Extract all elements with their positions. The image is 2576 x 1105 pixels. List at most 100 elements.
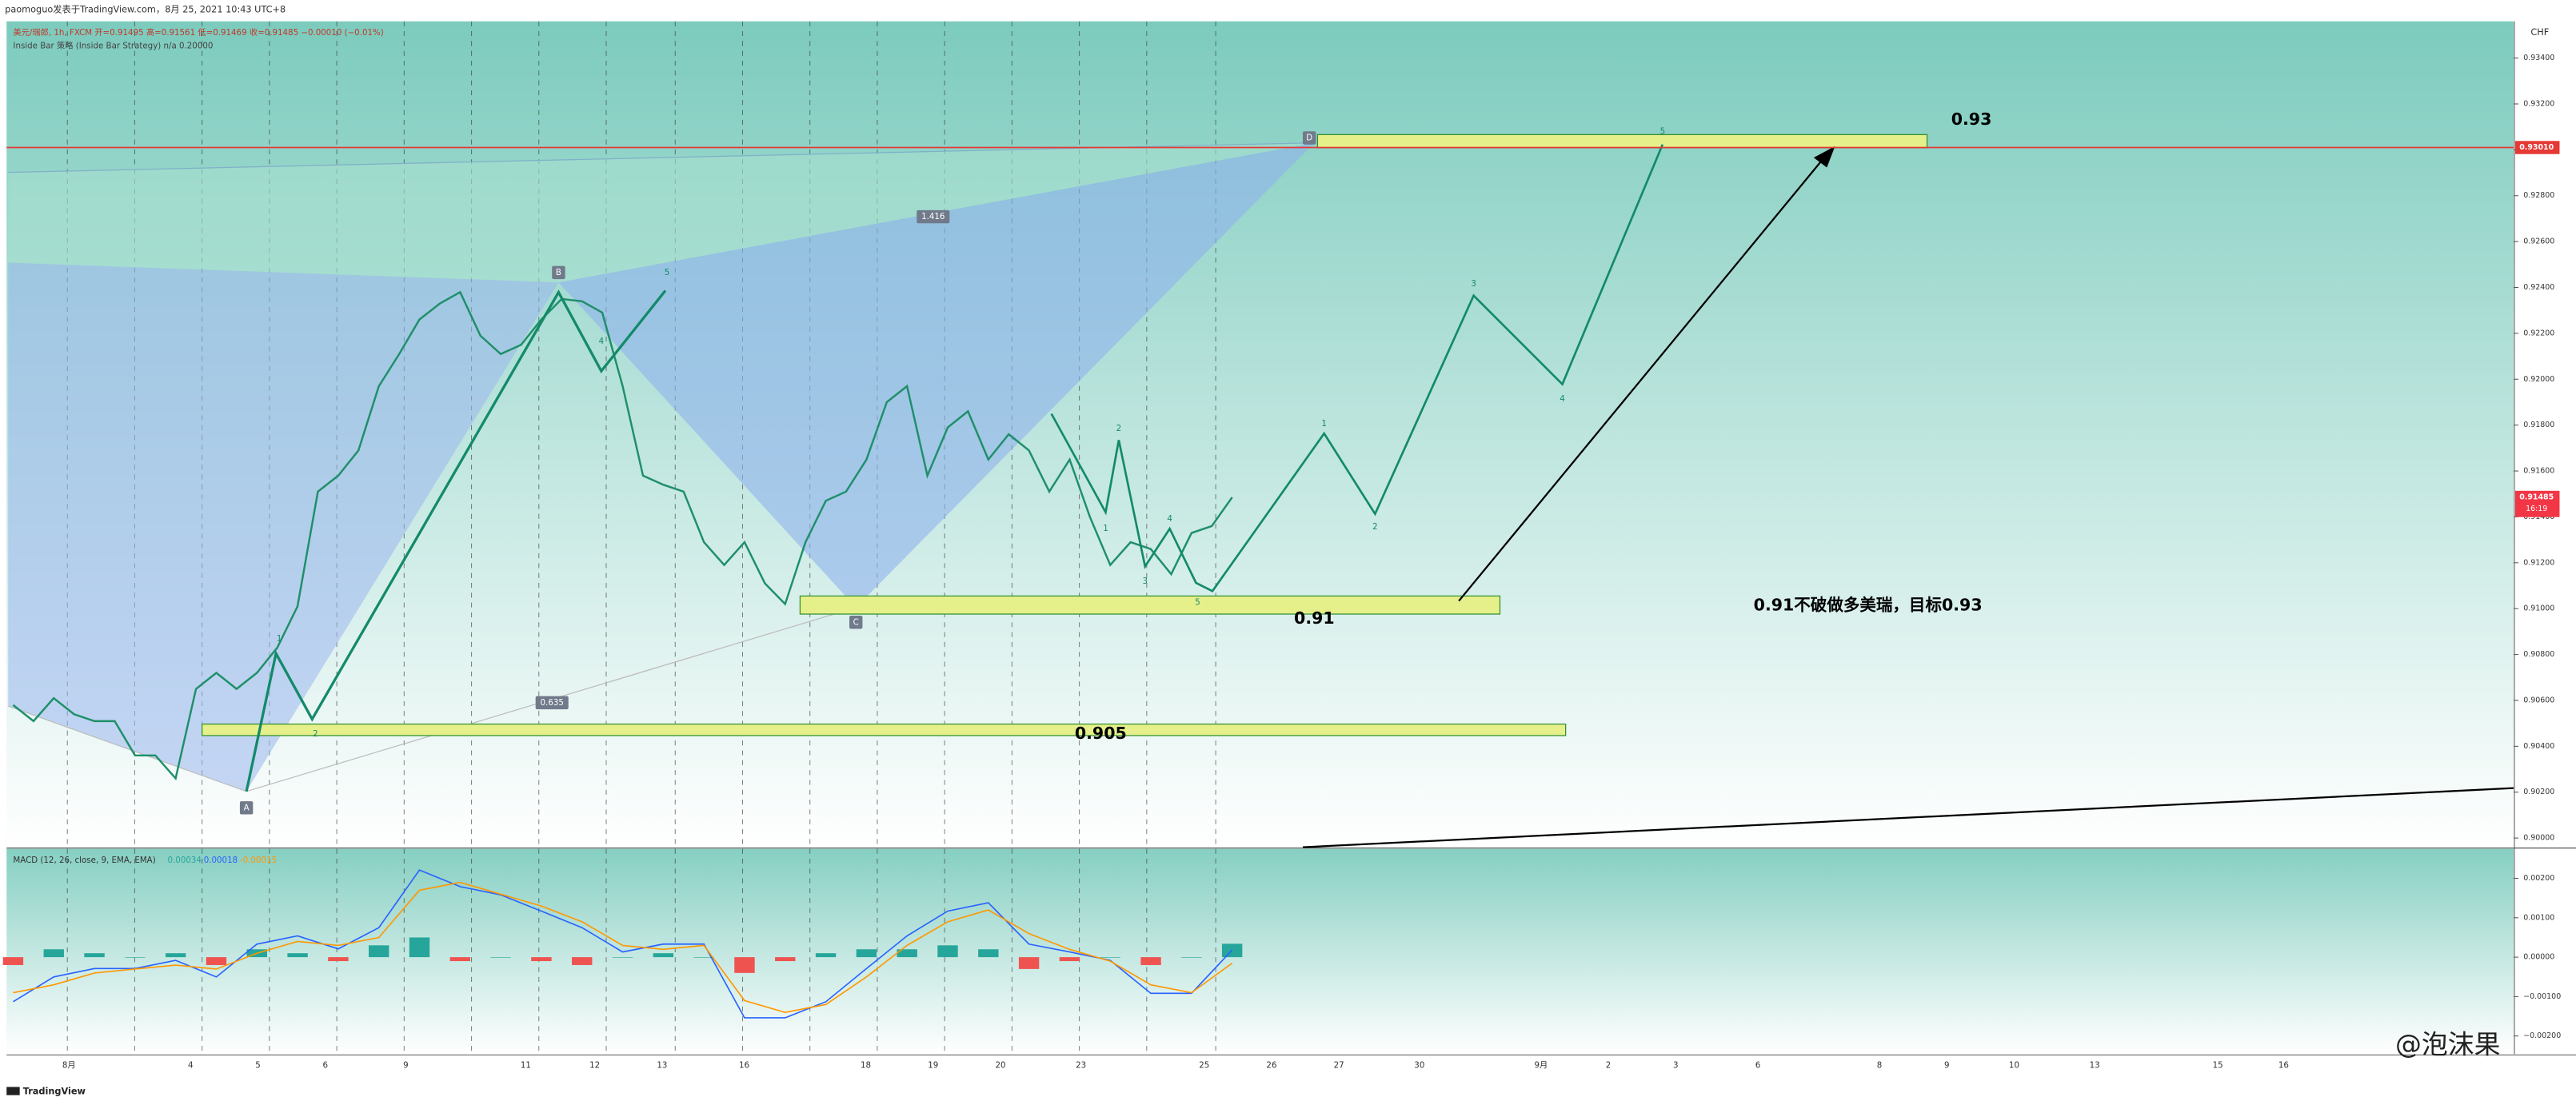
macd-tick-label: 0.00100 (2523, 913, 2554, 922)
x-tick-label: 9 (1944, 1061, 1950, 1071)
macd-histogram-bar (531, 957, 552, 962)
ratio-badge (917, 209, 950, 224)
target-label: 0.91 (1294, 608, 1335, 628)
arrow-head (1813, 146, 1835, 168)
pattern-bcd (558, 142, 1315, 608)
y-tick-label: 0.92200 (2523, 329, 2554, 337)
macd-histogram-bar (653, 953, 674, 958)
macd-histogram-bar (287, 953, 308, 958)
x-tick-label: 26 (1266, 1061, 1276, 1071)
x-tick-label: 13 (2090, 1061, 2100, 1071)
point-badge (552, 265, 565, 280)
macd-histogram-bar (775, 957, 796, 962)
macd-histogram-bar (937, 945, 958, 958)
macd-histogram-bar (978, 949, 999, 958)
countdown: 16:19 (2526, 505, 2547, 513)
macd-histogram-bar (693, 957, 714, 958)
wave-label: 4 (1167, 514, 1172, 524)
x-tick-label: 9 (403, 1061, 409, 1071)
wave-label: 3 (1471, 279, 1476, 289)
macd-histogram-bar (125, 957, 146, 958)
x-tick-label: 23 (1076, 1061, 1086, 1071)
macd-histogram-bar (368, 945, 389, 958)
wave-label: 5 (1195, 598, 1200, 608)
macd-histogram-bar (734, 957, 755, 973)
macd-histogram-bar (2, 957, 24, 965)
macd-line (13, 881, 1233, 1014)
comment: 0.91不破做多美瑞，目标0.93 (1754, 596, 1983, 615)
macd-tick-label: −0.00200 (2523, 1031, 2561, 1040)
macd-histogram-bar (897, 949, 917, 958)
wave-label: 1 (277, 634, 282, 644)
macd-histogram-bar (1059, 957, 1080, 962)
x-tick-label: 13 (657, 1061, 667, 1071)
macd-histogram-bar (206, 957, 227, 965)
wave-label: 2 (313, 729, 318, 739)
trend-line (1302, 787, 2514, 848)
wave-line (245, 289, 667, 792)
point-label: D (1306, 133, 1312, 142)
macd-histogram-bar (815, 953, 837, 958)
x-tick-label: 19 (928, 1061, 938, 1071)
macd-tick-label: −0.00100 (2523, 992, 2561, 1001)
target-label: 0.93 (1951, 110, 1992, 129)
x-tick-label: 2 (1606, 1061, 1611, 1071)
wave-label: 4 (599, 337, 605, 346)
macd-tick-label: 0.00200 (2523, 874, 2554, 883)
level-label: 0.93010 (2519, 143, 2554, 152)
macd-title: MACD (12, 26, close, 9, EMA, EMA) (13, 856, 155, 865)
point-label: A (244, 803, 250, 812)
price-layer (12, 290, 1233, 781)
level-badge (2514, 141, 2560, 154)
symbol-line: 美元/瑞郎, 1h, FXCM 开=0.91495 高=0.91561 低=0.… (13, 27, 383, 38)
macd-histogram-bar (449, 957, 471, 962)
wave-label: 5 (1660, 126, 1666, 136)
header: paomoguo发表于TradingView.com，8月 25, 2021 1… (5, 3, 286, 14)
x-tick-label: 16 (739, 1061, 749, 1071)
ratio-label: 0.635 (541, 698, 564, 708)
y-tick-label: 0.93400 (2523, 54, 2554, 62)
x-tick-label: 4 (188, 1061, 194, 1071)
macd-histogram-bar (1140, 957, 1161, 965)
x-tick-label: 12 (589, 1061, 600, 1071)
wave-label: 4 (1560, 394, 1565, 404)
wave-label: 1 (1321, 419, 1327, 429)
x-tick-label: 3 (1673, 1061, 1679, 1071)
zone (1316, 134, 1928, 149)
macd-histogram-bar (165, 953, 186, 958)
macd-legend: 0.00018 (204, 856, 238, 865)
wave-label: 3 (1143, 576, 1148, 586)
pattern-xbd (8, 142, 1315, 283)
y-tick-label: 0.92400 (2523, 283, 2554, 292)
wave-line (1050, 144, 1664, 592)
y-tick-label: 0.90800 (2523, 650, 2554, 659)
x-tick-label: 20 (995, 1061, 1005, 1071)
pattern-xab (8, 262, 559, 792)
strategy-line: Inside Bar 策略 (Inside Bar Strategy) n/a … (13, 40, 213, 50)
footer: TradingView (23, 1087, 86, 1097)
y-tick-label: 0.91600 (2523, 467, 2554, 476)
macd-line (13, 869, 1233, 1019)
x-tick-label: 15 (2213, 1061, 2223, 1071)
macd-legend: 0.00034 (168, 856, 202, 865)
logo (6, 1087, 20, 1095)
macd-histogram-bar (409, 937, 430, 958)
y-tick-label: 0.92000 (2523, 375, 2554, 384)
y-tick-label: 0.91200 (2523, 558, 2554, 567)
macd-histogram-bar (612, 957, 633, 958)
macd-histogram-bar (856, 949, 877, 958)
x-tick-label: 25 (1199, 1061, 1209, 1071)
wave-label: 2 (1116, 424, 1122, 433)
x-tick-label: 8 (1877, 1061, 1883, 1071)
x-tick-label: 30 (1414, 1061, 1424, 1071)
last-price-label: 0.91485 (2519, 493, 2554, 502)
y-tick-label: 0.92600 (2523, 237, 2554, 246)
arrow-line (1458, 154, 1828, 602)
zone (799, 595, 1501, 615)
macd-histogram-bar (1100, 957, 1120, 958)
ratio-label: 1.416 (921, 212, 945, 221)
ratio-badge (535, 696, 569, 710)
y-tick-label: 0.90200 (2523, 788, 2554, 796)
x-tick-label: 16 (2278, 1061, 2289, 1071)
